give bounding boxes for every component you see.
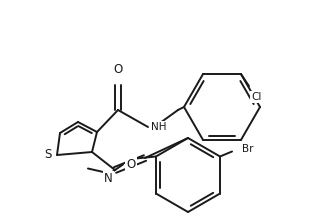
Text: Br: Br: [242, 145, 254, 155]
Text: O: O: [126, 158, 135, 171]
Text: NH: NH: [151, 122, 167, 132]
Text: O: O: [113, 63, 123, 76]
Text: N: N: [104, 172, 113, 185]
Text: Cl: Cl: [251, 92, 261, 102]
Text: S: S: [44, 149, 52, 161]
